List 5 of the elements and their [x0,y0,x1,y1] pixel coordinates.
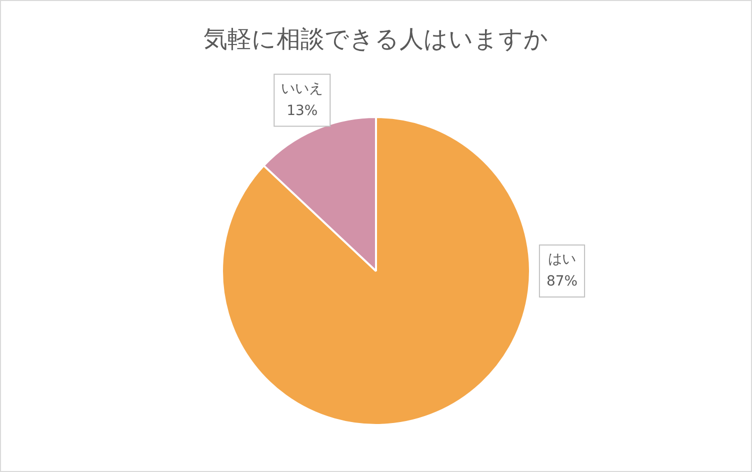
chart-title: 気軽に相談できる人はいますか [202,24,550,55]
data-label: 13% [286,102,318,119]
slice-label: いいえ [281,80,324,97]
data-label: 87% [546,274,578,290]
slice-label: はい [548,252,576,268]
